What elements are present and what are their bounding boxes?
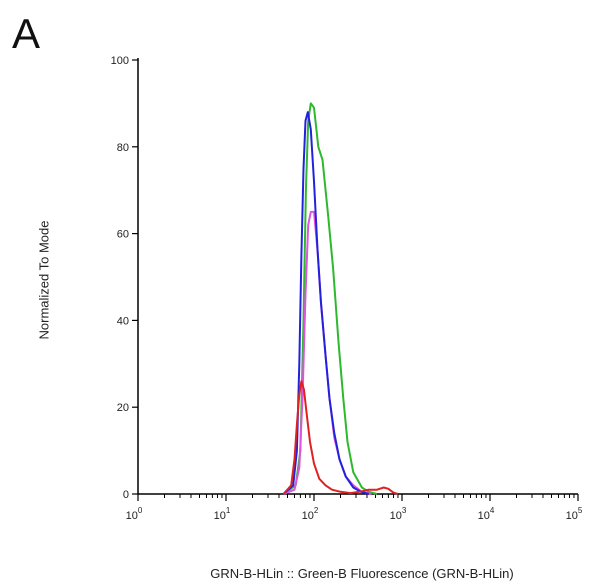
x-tick-label: 102	[302, 506, 319, 522]
y-tick-label: 40	[117, 315, 129, 327]
x-tick-label: 101	[214, 506, 231, 522]
chart-ticks: 0 20 40 60 80 100 100 101 102 103 104 105	[111, 55, 583, 522]
y-tick-label: 100	[111, 55, 129, 67]
chart-series	[282, 102, 399, 495]
y-tick-label: 0	[123, 489, 129, 501]
chart-axes	[137, 58, 578, 495]
x-tick-label: 104	[478, 506, 495, 522]
y-axis-label: Normalized To Mode	[36, 220, 52, 340]
series-line-1	[282, 102, 378, 495]
x-tick-label: 100	[126, 506, 143, 522]
x-tick-label: 103	[390, 506, 407, 522]
y-tick-label: 60	[117, 229, 129, 241]
x-tick-label: 105	[566, 506, 583, 522]
series-line-4	[282, 380, 399, 495]
y-tick-label: 80	[117, 142, 129, 154]
panel-letter: A	[12, 10, 41, 57]
x-axis-label: GRN-B-HLin :: Green-B Fluorescence (GRN-…	[210, 566, 514, 581]
series-line-3	[282, 111, 370, 495]
y-tick-label: 20	[117, 402, 129, 414]
